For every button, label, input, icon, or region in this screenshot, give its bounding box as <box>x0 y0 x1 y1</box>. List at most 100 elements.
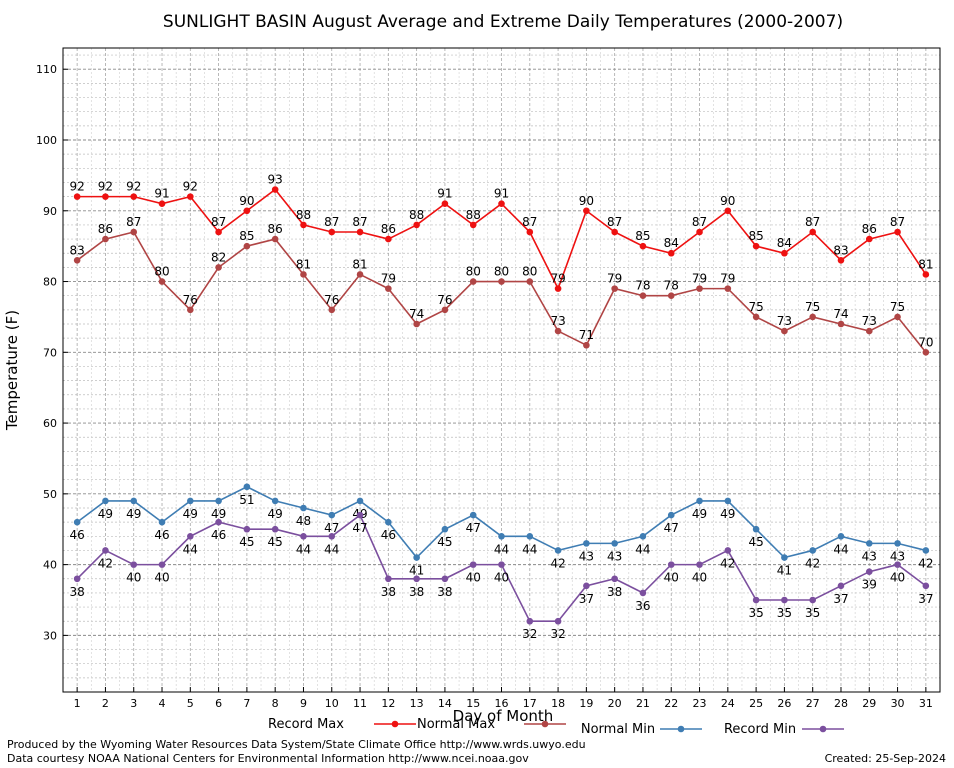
data-label: 88 <box>409 208 424 222</box>
data-label: 38 <box>381 585 396 599</box>
data-point <box>328 511 336 519</box>
data-label: 92 <box>126 180 141 194</box>
data-label: 85 <box>635 229 650 243</box>
data-point <box>187 193 194 200</box>
data-label: 86 <box>862 222 877 236</box>
data-point <box>583 582 590 590</box>
data-point <box>300 271 307 278</box>
data-point <box>73 193 81 200</box>
data-label: 83 <box>833 243 848 257</box>
data-label: 37 <box>833 592 848 606</box>
data-point <box>611 228 618 236</box>
data-label: 79 <box>381 272 396 286</box>
data-label: 86 <box>98 222 113 236</box>
y-tick-label: 40 <box>43 559 57 572</box>
x-tick-label: 10 <box>325 697 339 710</box>
data-label: 44 <box>522 542 537 556</box>
x-tick-label: 19 <box>579 697 593 710</box>
data-label: 44 <box>296 542 311 556</box>
data-label: 76 <box>324 293 339 307</box>
data-point <box>837 257 845 264</box>
x-tick-label: 26 <box>777 697 791 710</box>
data-label: 38 <box>607 585 622 599</box>
data-point <box>639 242 647 250</box>
series-layer: 92 92 92 91 92 87 90 93 88 87 87 86 88 91 88 91 87 79 90 87… <box>70 173 934 642</box>
data-label: 70 <box>918 335 933 349</box>
data-label: 38 <box>70 585 85 599</box>
grid <box>63 48 940 693</box>
data-label: 43 <box>862 549 877 563</box>
data-label: 40 <box>692 571 707 585</box>
data-point <box>696 497 703 505</box>
data-point <box>922 547 930 554</box>
data-label: 45 <box>239 535 254 549</box>
x-tick-label: 27 <box>806 697 820 710</box>
footer-data-courtesy: Data courtesy NOAA National Centers for … <box>7 752 529 765</box>
data-point <box>554 617 562 625</box>
data-label: 85 <box>239 229 254 243</box>
data-label: 87 <box>692 215 707 229</box>
data-label: 42 <box>805 556 820 570</box>
data-label: 90 <box>720 194 735 208</box>
data-point <box>611 575 618 583</box>
data-point <box>498 278 505 285</box>
data-point <box>894 540 901 547</box>
data-point <box>639 533 647 540</box>
data-point <box>356 497 364 505</box>
data-point <box>469 221 477 229</box>
data-point <box>356 228 364 236</box>
data-label: 87 <box>352 215 367 229</box>
data-label: 90 <box>579 194 594 208</box>
data-point <box>102 497 109 505</box>
data-point <box>554 327 562 335</box>
data-label: 35 <box>805 606 820 620</box>
series-normal-max: 83 86 87 80 76 82 85 86 81 76 81 79 74 76 80 80 80 73 71 79… <box>70 215 933 356</box>
y-tick-label: 80 <box>43 276 57 289</box>
data-label: 37 <box>579 592 594 606</box>
series-record-max: 92 92 92 91 92 87 90 93 88 87 87 86 88 91 88 91 87 79 90 87… <box>70 173 933 292</box>
data-label: 92 <box>98 180 113 194</box>
legend-label: Record Min <box>724 722 796 737</box>
data-point <box>781 249 788 257</box>
data-label: 78 <box>635 279 650 293</box>
y-axis: 30 40 50 60 70 80 90 100 110 <box>36 63 68 642</box>
data-point <box>724 207 732 215</box>
data-point <box>243 483 251 491</box>
x-tick-label: 21 <box>636 697 650 710</box>
data-label: 91 <box>154 187 169 201</box>
data-label: 47 <box>324 521 339 535</box>
data-label: 83 <box>70 243 85 257</box>
data-label: 74 <box>409 307 424 321</box>
data-label: 87 <box>522 215 537 229</box>
data-point <box>356 511 364 519</box>
data-label: 81 <box>918 257 933 271</box>
legend-swatch-marker <box>541 720 549 728</box>
data-point <box>639 292 647 299</box>
data-label: 43 <box>579 549 594 563</box>
data-point <box>752 313 760 321</box>
data-point <box>837 320 845 328</box>
x-tick-label: 11 <box>353 697 367 710</box>
data-point <box>526 228 534 236</box>
data-point <box>752 596 760 604</box>
x-tick-label: 9 <box>300 697 307 710</box>
data-point <box>781 596 788 604</box>
data-label: 71 <box>579 328 594 342</box>
x-tick-label: 28 <box>834 697 848 710</box>
data-point <box>385 575 392 583</box>
data-label: 40 <box>494 571 509 585</box>
data-label: 80 <box>522 265 537 279</box>
x-tick-label: 3 <box>130 697 137 710</box>
x-axis: 1 2 3 4 5 6 7 8 9 10 11 12 13 14 15 16 17 18 19 20 21 22 23 24 2… <box>74 687 933 710</box>
x-tick-label: 25 <box>749 697 763 710</box>
data-point <box>894 313 901 321</box>
data-label: 87 <box>890 215 905 229</box>
data-point <box>215 497 222 505</box>
data-label: 82 <box>211 250 226 264</box>
data-point <box>130 561 138 568</box>
data-point <box>696 561 703 568</box>
data-point <box>639 589 647 597</box>
data-point <box>215 228 222 236</box>
data-point <box>498 533 505 540</box>
legend-label: Normal Min <box>581 722 655 737</box>
